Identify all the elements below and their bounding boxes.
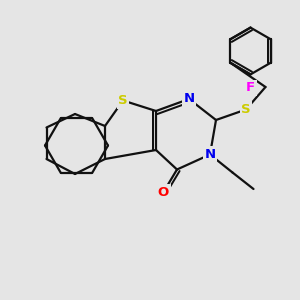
Text: S: S [241,103,251,116]
Text: N: N [204,148,216,161]
Text: O: O [158,185,169,199]
Text: F: F [246,81,255,94]
Text: N: N [183,92,195,106]
Text: S: S [118,94,128,107]
